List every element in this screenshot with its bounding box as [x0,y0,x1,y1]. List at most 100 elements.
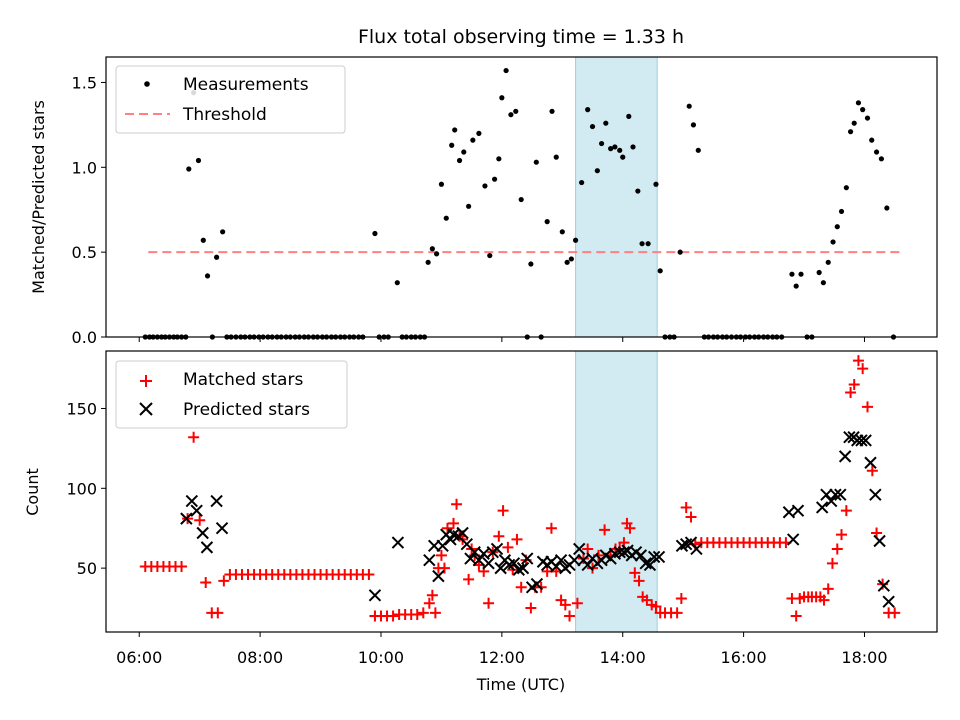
measurement-point [860,107,866,113]
predicted-star-point [869,488,882,501]
measurement-point [394,280,400,286]
predicted-star-point [877,579,891,592]
matched-star-point [857,363,869,375]
measurement-point [204,273,211,279]
x-tick-label: 12:00 [479,648,525,667]
measurement-point [851,120,857,126]
measurement-point [487,252,493,259]
legend-measurements-marker [144,81,150,87]
measurement-point [528,261,534,267]
measurement-point [533,159,539,165]
measurement-point [589,123,596,130]
bottom-y-axis: 50 100 150 [66,399,106,578]
predicted-star-point [882,595,895,608]
matched-star-point [848,379,860,391]
y-tick-label: 150 [66,399,97,418]
predicted-star-point [617,545,631,559]
matched-star-point [463,573,475,585]
x-tick-label: 08:00 [237,648,283,667]
predicted-star-point [516,561,530,575]
predicted-star-point [855,434,868,447]
matched-star-point [826,557,838,569]
matched-star-point [577,553,589,565]
predicted-star-point [507,557,521,570]
predicted-star-point [423,553,436,567]
measurement-point [508,112,514,118]
matched-star-point [675,592,687,604]
measurement-point [620,154,626,160]
measurement-point [825,259,831,265]
predicted-star-point [786,533,800,546]
top-legend-box [115,65,346,134]
measurement-point [686,103,692,109]
matched-star-point [650,600,662,612]
measurement-point [855,100,862,106]
predicted-star-point [490,542,504,556]
measurement-point [798,271,804,277]
predicted-star-point [215,522,229,535]
measurement-point [843,185,849,191]
predicted-star-point [436,539,449,552]
measurement-point [438,181,445,187]
measurement-point [503,67,509,74]
matched-star-point [363,569,375,581]
matched-star-point [423,597,435,609]
measurement-point [572,237,579,243]
measurement-point [630,144,636,150]
matched-star-point [680,501,692,513]
legend-measurements-label: Measurements [183,75,309,95]
matched-star-point [822,583,834,595]
legend-predicted-label: Predicted stars [183,400,310,420]
predicted-stars-series [180,431,895,608]
predicted-star-point [838,450,852,463]
measurement-point [429,246,435,252]
measurement-point [884,205,890,211]
top-legend: Measurements Threshold [115,65,346,134]
measurement-point [677,249,683,255]
matched-star-point [889,607,901,619]
measurement-point [820,280,826,286]
bottom-x-axis: 06:00 08:00 10:00 12:00 14:00 16:00 18:00 [116,632,888,667]
bottom-legend: Matched stars Predicted stars [115,360,348,429]
measurement-point [195,157,202,164]
bottom-legend-box [115,360,348,429]
measurement-point [816,269,822,276]
legend-predicted-marker [139,402,153,416]
matched-star-point [212,607,224,619]
measurement-point [553,154,559,160]
matched-star-point [502,541,514,553]
measurement-point [499,95,505,101]
measurement-point [482,183,488,189]
measurement-point [847,129,854,135]
matched-star-point [525,602,537,614]
measurement-point [639,241,645,247]
top-plot-frame [105,56,938,338]
top-y-axis-label: Matched/Predicted stars [29,100,48,294]
measurement-point [549,108,555,114]
measurement-point [476,130,482,136]
predicted-star-point [864,456,877,469]
matched-star-point [438,562,450,574]
measurement-point [838,208,845,215]
x-tick-label: 14:00 [600,648,646,667]
predicted-star-point [652,550,666,564]
predicted-star-point [512,563,525,576]
predicted-star-point [859,434,872,447]
matched-star-point [483,597,495,609]
measurement-point [617,147,623,153]
measurement-point [452,127,458,133]
predicted-star-point [568,553,581,567]
predicted-star-point [815,501,829,514]
predicted-star-point [843,431,856,444]
measurement-point [608,146,614,152]
matched-star-point [624,522,636,534]
measurement-point [559,229,565,235]
matched-star-point [836,529,848,541]
measurement-point [220,229,226,235]
measurement-point [869,137,875,143]
top-x-ticks [138,337,865,342]
measurement-point [834,224,840,230]
predicted-star-point [573,542,586,556]
predicted-star-point [825,494,838,508]
predicted-star-point [185,494,199,508]
